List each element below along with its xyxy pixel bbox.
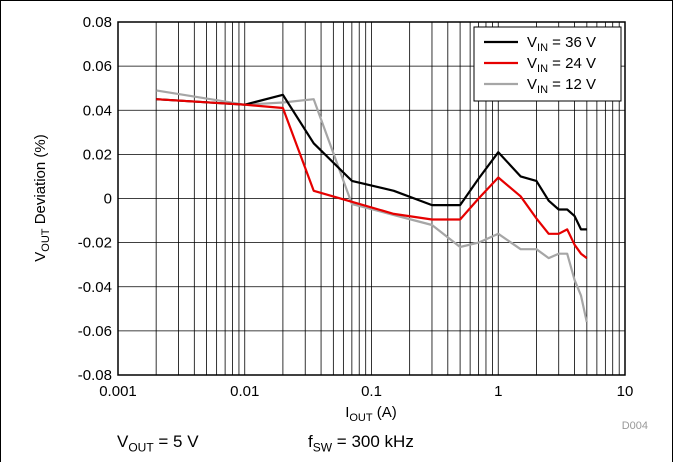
x-axis-title: IOUT (A) [345,404,397,424]
y-tick-label: -0.04 [78,279,112,296]
y-tick-label: 0.06 [83,58,112,75]
condition-vout: VOUT = 5 V [117,432,199,455]
plot-border [117,21,626,376]
x-tick-label: 10 [617,383,634,400]
series-line-2 [156,89,588,323]
x-tick-label: 0.1 [361,383,382,400]
x-tick-label: 1 [494,383,502,400]
y-axis-title: VOUT Deviation (%) [32,134,52,261]
y-tick-label: -0.06 [78,323,112,340]
legend-label: VIN = 12 V [527,76,596,96]
x-tick-label: 0.001 [99,383,137,400]
y-tick-label: 0 [104,191,112,208]
series-line-0 [156,93,587,231]
y-tick-label: 0.04 [83,102,112,119]
series-lines [156,89,588,323]
legend-label: VIN = 36 V [527,34,596,54]
y-tick-label: 0.02 [83,146,112,163]
y-tick-label: 0.08 [83,14,112,31]
y-tick-label: -0.08 [78,367,112,384]
series-line-1 [156,98,588,259]
legend-label: VIN = 24 V [527,55,596,75]
figure-id: D004 [622,420,648,432]
x-tick-label: 0.01 [230,383,259,400]
y-tick-label: -0.02 [78,235,112,252]
tick-labels: 0.001 0.01 0.1 1 10 -0.08 -0.06 -0.04 -0.02 0 0.02… [78,14,634,400]
condition-fsw: fSW = 300 kHz [308,432,414,455]
